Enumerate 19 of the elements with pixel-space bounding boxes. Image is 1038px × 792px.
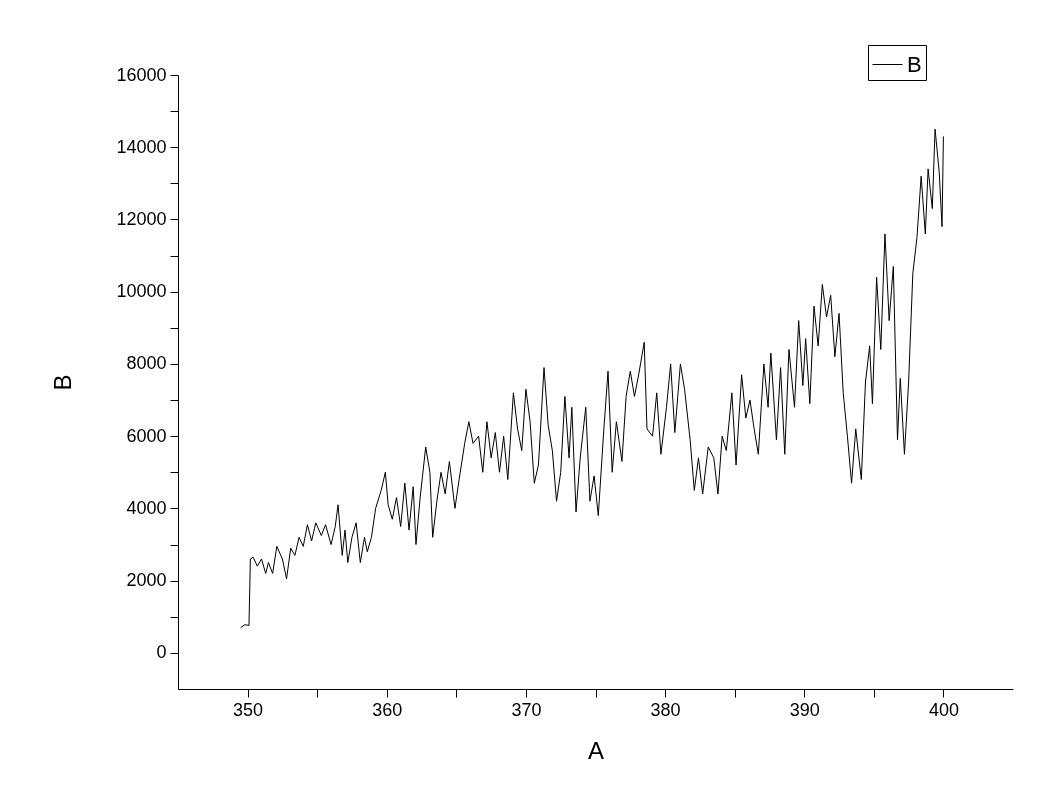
y-tick-label: 14000: [116, 136, 167, 157]
y-tick-label: 8000: [126, 353, 167, 374]
x-tick-label: 400: [928, 699, 959, 720]
y-tick-label: 6000: [126, 425, 167, 446]
x-axis-title: A: [587, 736, 605, 764]
y-tick-label: 0: [156, 642, 167, 663]
legend-label: B: [907, 51, 922, 77]
x-tick-label: 390: [789, 699, 820, 720]
y-axis-title: B: [49, 374, 77, 391]
x-tick-label: 370: [511, 699, 542, 720]
y-tick-label: 2000: [126, 570, 167, 591]
line-series: [240, 128, 944, 629]
y-tick-label: 16000: [116, 64, 167, 85]
y-tick-label: 4000: [126, 497, 167, 518]
x-tick-label: 350: [233, 699, 264, 720]
x-tick-label: 380: [650, 699, 681, 720]
y-tick-label: 12000: [116, 208, 167, 229]
y-tick-label: 10000: [116, 281, 167, 302]
x-tick-label: 360: [372, 699, 403, 720]
